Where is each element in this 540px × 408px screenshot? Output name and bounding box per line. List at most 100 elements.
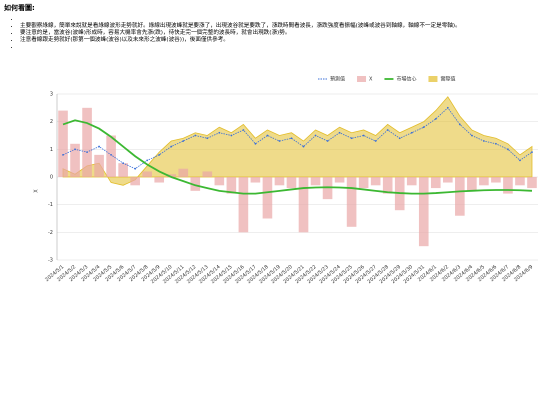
chart: X -3-2-101232024/5/12024/5/22024/5/32024… (34, 76, 538, 285)
bar (346, 177, 357, 227)
point (182, 140, 185, 142)
bar (298, 177, 309, 233)
line (62, 107, 533, 170)
point (254, 142, 257, 145)
legend-label: X (369, 77, 373, 83)
point (242, 129, 245, 131)
point (410, 131, 413, 134)
heading: 如何看圖: (4, 4, 35, 12)
note: 注意看線跟走勢就好(那第一個波峰(波谷)以及未來形之波峰(波谷))，後面僅供參考… (20, 37, 540, 44)
bar (166, 174, 177, 177)
point (290, 137, 293, 140)
point (170, 145, 173, 148)
point (362, 134, 365, 137)
notes: 主要觀察綠線，簡單來說就是看綠線波形走勢就好。綠線出現波峰就是要漲了，出現波谷就… (0, 16, 540, 51)
bar (310, 177, 321, 186)
y-tick-label: -3 (48, 258, 53, 264)
point (314, 134, 317, 137)
point (386, 129, 389, 131)
point (74, 148, 76, 151)
y-tick-label: -1 (48, 202, 53, 208)
bar (334, 177, 345, 183)
page: 如何看圖: 主要觀察綠線，簡單來說就是看綠線波形走勢就好。綠線出現波峰就是要漲了… (0, 3, 540, 408)
point (194, 134, 197, 137)
note (20, 16, 540, 23)
bar (479, 177, 489, 186)
point (446, 106, 449, 109)
bar (106, 135, 116, 177)
bar (94, 154, 104, 177)
legend-swatch (357, 76, 367, 82)
point (482, 140, 485, 142)
y-tick-label: 2 (50, 119, 53, 125)
point (158, 153, 161, 156)
bar (418, 177, 429, 247)
point (86, 151, 88, 153)
area (62, 96, 533, 186)
bar (455, 177, 465, 216)
bar (430, 177, 441, 189)
bar (58, 110, 68, 177)
bar (467, 177, 477, 191)
bar (262, 177, 273, 219)
note: 要注意的是，當波谷(波峰)形成時，容易大機率會先漲(跌)，待快走完一個完整的波長… (20, 30, 540, 37)
bar (202, 171, 213, 177)
point (434, 118, 437, 120)
point (230, 134, 233, 137)
bar (118, 163, 128, 177)
legend-label: 市場信心 (396, 76, 416, 83)
bar (190, 177, 201, 191)
bar (443, 177, 453, 183)
bar (382, 177, 393, 194)
y-tick-label: -2 (48, 230, 53, 236)
point (206, 137, 209, 140)
y-axis-label: X (34, 189, 40, 193)
legend-label: 實際值 (440, 76, 455, 83)
bar (70, 143, 80, 177)
bar (226, 177, 237, 194)
bar (527, 177, 537, 189)
legend-swatch (428, 76, 438, 82)
line (62, 119, 533, 195)
bar (406, 177, 417, 186)
bar (286, 177, 297, 189)
point (398, 137, 401, 140)
bar (130, 177, 140, 186)
bar (238, 177, 249, 233)
point (146, 159, 149, 162)
y-tick-label: 3 (50, 92, 53, 98)
bar (142, 171, 152, 177)
point (62, 153, 64, 156)
point (458, 123, 461, 126)
bar (358, 177, 369, 189)
bar (503, 177, 513, 194)
point (495, 142, 497, 145)
point (507, 148, 509, 151)
point (278, 140, 281, 142)
y-tick-label: 1 (50, 147, 53, 153)
note (20, 44, 540, 51)
point (519, 159, 521, 162)
point (350, 137, 353, 140)
y-tick-label: 0 (50, 175, 53, 181)
point (134, 167, 137, 170)
point (422, 126, 425, 129)
point (266, 134, 269, 137)
point (218, 131, 221, 134)
legend-label: 預測值 (330, 76, 345, 83)
bar (491, 177, 501, 183)
bar (82, 107, 92, 177)
bar (154, 177, 165, 183)
bar (370, 177, 381, 186)
point (122, 162, 125, 165)
point (374, 140, 377, 142)
bar (515, 177, 525, 186)
note: 主要觀察綠線，簡單來說就是看綠線波形走勢就好。綠線出現波峰就是要漲了，出現波谷就… (20, 23, 540, 30)
bar (274, 177, 285, 186)
point (326, 140, 329, 142)
point (110, 153, 113, 156)
point (98, 145, 100, 148)
point (531, 151, 533, 153)
bar (214, 177, 225, 186)
bar (178, 168, 189, 177)
